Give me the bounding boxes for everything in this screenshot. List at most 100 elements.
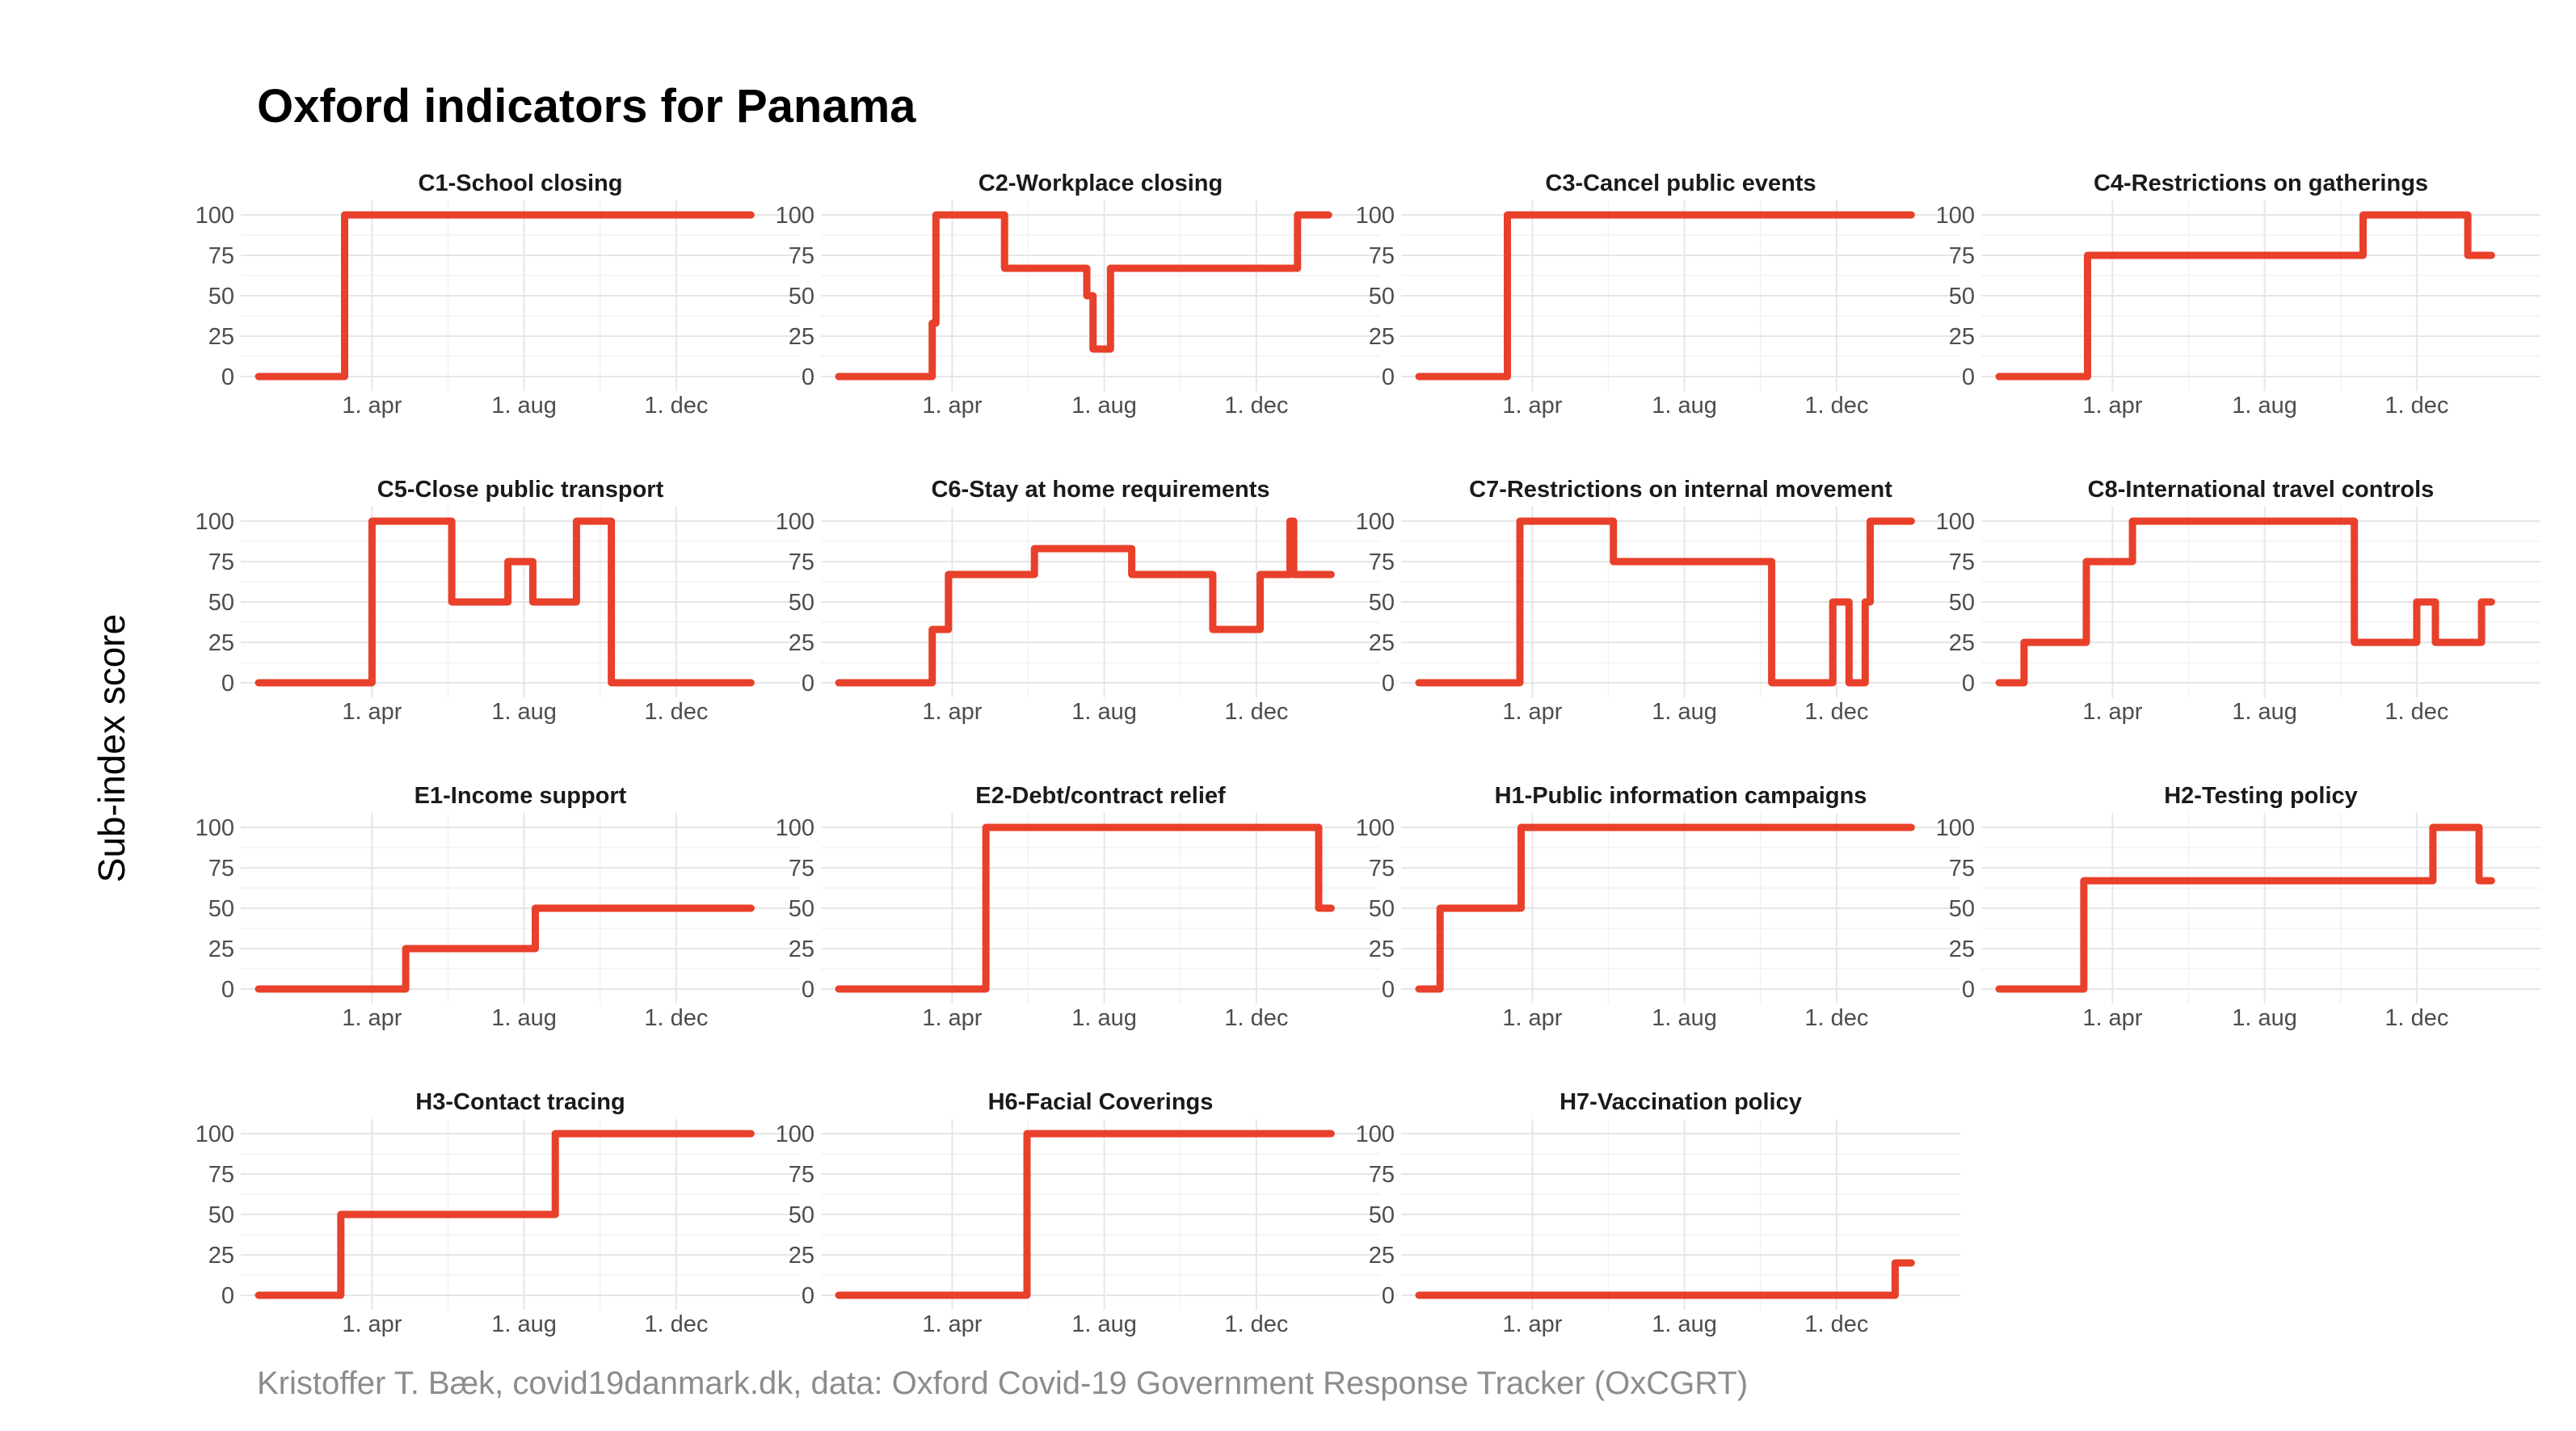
panel-h6-facial-coverings: H6-Facial Coverings 0 25 50 75 100 1. apr 1. au… (776, 1089, 1380, 1337)
y-tick-label: 75 (789, 243, 814, 269)
y-tick-label: 0 (1962, 977, 1975, 1003)
panel-title: E2-Debt/contract relief (975, 783, 1226, 809)
y-tick-label: 0 (221, 671, 234, 697)
x-tick-label: 1. apr (1502, 393, 1562, 419)
y-tick-label: 100 (196, 203, 234, 229)
y-tick-label: 50 (789, 284, 814, 309)
y-tick-label: 50 (1949, 896, 1975, 922)
y-tick-label: 100 (196, 509, 234, 535)
x-tick-label: 1. aug (1652, 1005, 1717, 1031)
panel-c7-restrictions-on-internal-movement: C7-Restrictions on internal movement 0 25 5… (1356, 477, 1960, 725)
x-tick-label: 1. dec (1224, 1311, 1288, 1337)
y-tick-label: 100 (1356, 1122, 1395, 1147)
y-tick-label: 25 (789, 630, 814, 656)
y-tick-label: 100 (776, 815, 814, 841)
y-tick-label: 25 (208, 630, 234, 656)
panel-title: C5-Close public transport (377, 477, 664, 503)
y-tick-label: 75 (1949, 856, 1975, 882)
series-line-c3-cancel-public-events (1415, 211, 1915, 381)
y-tick-label: 50 (789, 590, 814, 616)
x-tick-label: 1. aug (2232, 393, 2297, 419)
x-tick-label: 1. aug (2232, 699, 2297, 725)
y-tick-label: 25 (1949, 324, 1975, 350)
y-tick-label: 100 (196, 815, 234, 841)
y-tick-label: 25 (1369, 630, 1395, 656)
y-tick-label: 25 (1369, 936, 1395, 962)
x-tick-label: 1. apr (2082, 699, 2142, 725)
panel-e2-debt-contract-relief: E2-Debt/contract relief 0 25 50 75 100 1. apr 1… (776, 783, 1380, 1031)
y-tick-label: 75 (1949, 549, 1975, 575)
y-tick-label: 100 (776, 1122, 814, 1147)
panel-h3-contact-tracing: H3-Contact tracing 0 25 50 75 100 1. apr 1. aug… (196, 1089, 800, 1337)
y-tick-label: 75 (789, 549, 814, 575)
x-tick-label: 1. dec (644, 1005, 708, 1031)
y-tick-label: 0 (1962, 671, 1975, 697)
y-tick-label: 50 (208, 590, 234, 616)
panel-title: C6-Stay at home requirements (931, 477, 1269, 503)
y-tick-label: 0 (221, 1283, 234, 1309)
panel-title: C2-Workplace closing (979, 170, 1223, 196)
x-tick-label: 1. apr (922, 1005, 982, 1031)
y-tick-label: 0 (802, 364, 814, 390)
series-line-c2-workplace-closing (835, 211, 1332, 381)
x-tick-label: 1. dec (1804, 699, 1868, 725)
x-tick-label: 1. dec (2384, 393, 2448, 419)
panel-title: H3-Contact tracing (415, 1089, 625, 1115)
panel-c6-stay-at-home-requirements: C6-Stay at home requirements 0 25 50 75 100 1.… (776, 477, 1380, 725)
panel-title: C7-Restrictions on internal movement (1469, 477, 1892, 503)
panel-c2-workplace-closing: C2-Workplace closing 0 25 50 75 100 1. apr 1. a… (776, 170, 1380, 419)
y-tick-label: 50 (1369, 284, 1395, 309)
y-tick-label: 75 (1369, 1162, 1395, 1188)
series-line-c8-international-travel-controls (1995, 517, 2495, 687)
y-tick-label: 50 (1949, 284, 1975, 309)
panel-title: C1-School closing (419, 170, 623, 196)
source-caption: Kristoffer T. Bæk, covid19danmark.dk, da… (257, 1366, 1749, 1401)
series-line-h3-contact-tracing (255, 1130, 755, 1299)
x-tick-label: 1. dec (644, 393, 708, 419)
y-tick-label: 50 (789, 1202, 814, 1228)
series-line-c7-restrictions-on-internal-movement (1415, 517, 1915, 687)
series-line-h1-public-information-campaigns (1415, 823, 1915, 993)
x-tick-label: 1. aug (491, 1005, 557, 1031)
panel-c1-school-closing: C1-School closing 0 25 50 75 100 1. apr 1. aug 1… (196, 170, 800, 419)
y-tick-label: 0 (1382, 364, 1395, 390)
y-tick-label: 50 (208, 1202, 234, 1228)
x-tick-label: 1. aug (491, 699, 557, 725)
y-tick-label: 25 (208, 324, 234, 350)
panel-title: C4-Restrictions on gatherings (2094, 170, 2428, 196)
panel-title: C3-Cancel public events (1545, 170, 1816, 196)
series-line-h6-facial-coverings (835, 1130, 1335, 1299)
x-tick-label: 1. apr (342, 1005, 402, 1031)
y-tick-label: 0 (1382, 671, 1395, 697)
x-tick-label: 1. aug (1652, 1311, 1717, 1337)
y-tick-label: 75 (789, 1162, 814, 1188)
y-tick-label: 0 (1382, 1283, 1395, 1309)
y-tick-label: 25 (208, 1243, 234, 1269)
x-tick-label: 1. apr (342, 1311, 402, 1337)
x-tick-label: 1. apr (922, 699, 982, 725)
x-tick-label: 1. aug (491, 393, 557, 419)
panel-h7-vaccination-policy: H7-Vaccination policy 0 25 50 75 100 1. apr 1. … (1356, 1089, 1960, 1337)
y-tick-label: 25 (1949, 936, 1975, 962)
y-tick-label: 100 (196, 1122, 234, 1147)
x-tick-label: 1. aug (1652, 393, 1717, 419)
y-tick-label: 0 (1962, 364, 1975, 390)
x-tick-label: 1. dec (1224, 393, 1288, 419)
x-tick-label: 1. apr (1502, 1005, 1562, 1031)
y-tick-label: 50 (208, 896, 234, 922)
y-tick-label: 100 (1356, 203, 1395, 229)
panel-title: H2-Testing policy (2164, 783, 2358, 809)
x-tick-label: 1. aug (2232, 1005, 2297, 1031)
chart-title: Oxford indicators for Panama (257, 80, 916, 133)
x-tick-label: 1. apr (922, 393, 982, 419)
y-tick-label: 50 (1949, 590, 1975, 616)
series-line-h2-testing-policy (1995, 823, 2495, 993)
x-tick-label: 1. dec (1224, 1005, 1288, 1031)
y-tick-label: 25 (789, 936, 814, 962)
y-tick-label: 75 (208, 243, 234, 269)
y-tick-label: 25 (789, 1243, 814, 1269)
y-tick-label: 75 (1949, 243, 1975, 269)
y-tick-label: 0 (802, 1283, 814, 1309)
panel-c4-restrictions-on-gatherings: C4-Restrictions on gatherings 0 25 50 75 100 1… (1936, 170, 2540, 419)
x-tick-label: 1. apr (2082, 393, 2142, 419)
